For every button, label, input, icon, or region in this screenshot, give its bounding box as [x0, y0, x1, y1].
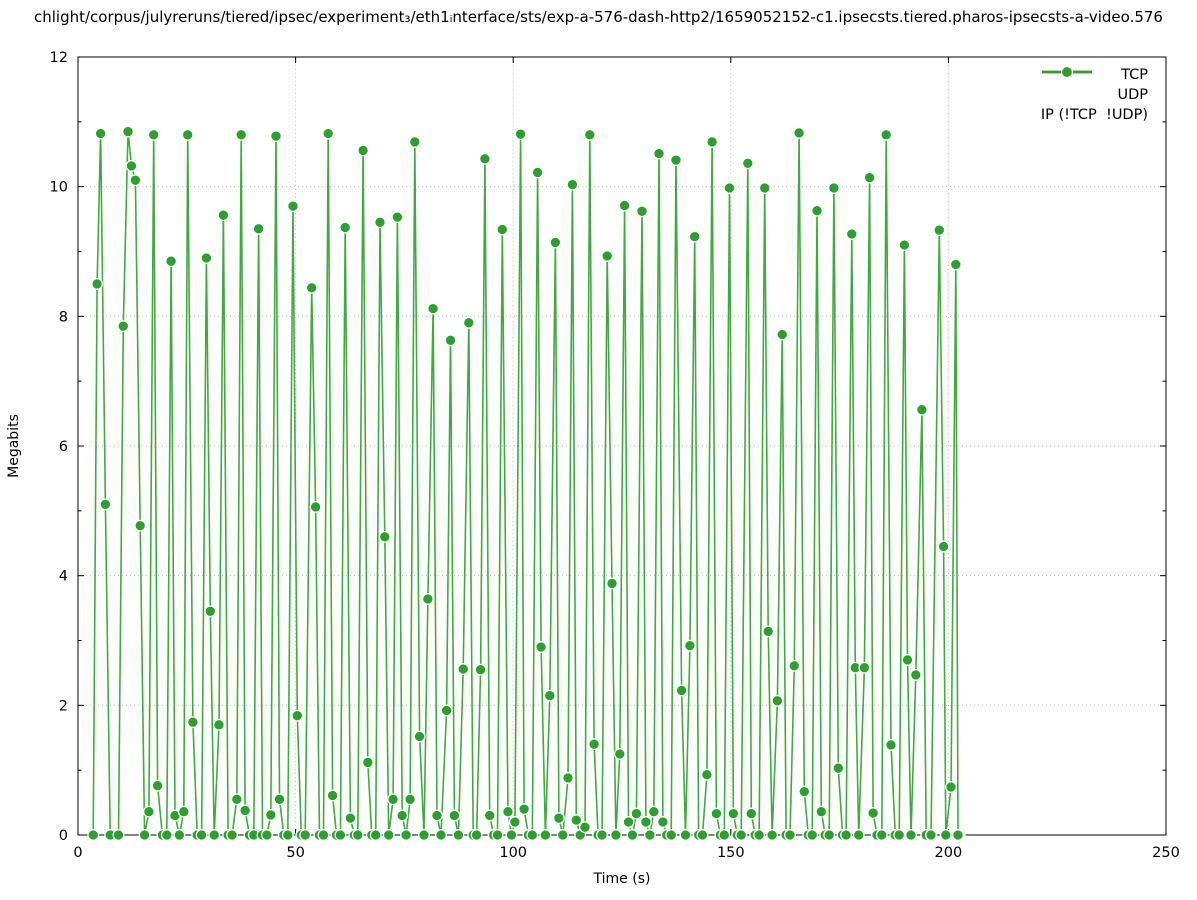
legend-label-udp: UDP	[1117, 86, 1148, 103]
svg-text:2: 2	[59, 698, 68, 714]
svg-text:8: 8	[59, 309, 68, 325]
ip-line-marker-icon	[1041, 66, 1092, 78]
svg-text:0: 0	[59, 828, 68, 844]
chart-title: chlight/corpus/julyreruns/tiered/ipsec/e…	[34, 8, 1163, 26]
svg-text:12: 12	[50, 50, 68, 66]
svg-text:100: 100	[499, 845, 527, 861]
series-line-ip	[92, 131, 959, 838]
svg-text:6: 6	[59, 439, 68, 455]
svg-text:200: 200	[935, 845, 963, 861]
svg-text:250: 250	[1152, 845, 1180, 861]
legend-label-ip: IP (!TCP !UDP)	[1040, 106, 1148, 123]
svg-text:150: 150	[717, 845, 745, 861]
svg-text:10: 10	[50, 180, 68, 196]
legend-item-ip: IP (!TCP !UDP)	[1040, 66, 1148, 123]
series-points-ip	[87, 125, 964, 841]
x-axis-label: Time (s)	[593, 871, 651, 887]
svg-text:50: 50	[286, 845, 304, 861]
y-tick-labels: 0 2 4 6 8 10 12	[50, 50, 68, 844]
svg-text:0: 0	[73, 845, 82, 861]
x-tick-labels: 0 50 100 150 200 250	[73, 845, 1179, 861]
legend: TCP UDP IP (!TCP !UDP)	[1041, 66, 1148, 123]
svg-text:4: 4	[59, 569, 68, 585]
legend-item-udp: UDP	[1041, 66, 1148, 103]
legend-label-tcp: TCP	[1121, 66, 1148, 83]
